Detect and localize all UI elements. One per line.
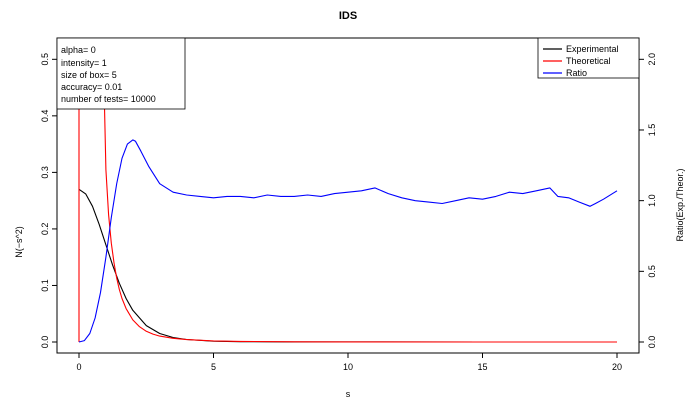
legend-frame	[537, 37, 640, 79]
x-tick-label: 10	[343, 362, 353, 372]
y-tick-label: 0.5	[40, 53, 50, 66]
axes: 0 5 10 15 20 0.0 0.1 0.2 0.3 0.4 0.5 0.0 0.5 1.0 1.5 2.…	[40, 53, 657, 372]
y-tick-label: 0.2	[40, 223, 50, 236]
y-tick-label: 0.3	[40, 166, 50, 179]
legend-label-ratio: Ratio	[566, 68, 587, 78]
info-line: intensity= 1	[61, 58, 107, 68]
info-line: size of box= 5	[61, 70, 117, 80]
y-tick-label: 0.0	[40, 336, 50, 349]
x-tick-label: 5	[211, 362, 216, 372]
y2-tick-label: 1.5	[647, 124, 657, 137]
x-tick-label: 0	[76, 362, 81, 372]
info-line: accuracy= 0.01	[61, 82, 122, 92]
y2-axis-label: Ratio(Exp./Theor.)	[675, 168, 685, 241]
info-box-frame	[56, 37, 186, 110]
x-axis-label: s	[346, 389, 351, 399]
x-tick-label: 15	[477, 362, 487, 372]
y2-tick-label: 1.0	[647, 194, 657, 207]
info-box: alpha= 0 intensity= 1 size of box= 5 acc…	[56, 37, 186, 110]
y2-tick-label: 0.5	[647, 265, 657, 278]
x-tick-label: 20	[612, 362, 622, 372]
y-axis-label: N(−s^2)	[14, 226, 24, 257]
series-line-experimental	[78, 188, 617, 343]
y2-tick-label: 2.0	[647, 53, 657, 66]
legend-label-theoretical: Theoretical	[566, 56, 611, 66]
info-line: alpha= 0	[61, 45, 96, 55]
series-line-theoretical	[102, 47, 617, 343]
series-line-ratio	[78, 139, 618, 343]
legend: Experimental Theoretical Ratio	[537, 37, 640, 79]
y-tick-label: 0.4	[40, 110, 50, 123]
info-line: number of tests= 10000	[61, 94, 156, 104]
legend-label-experimental: Experimental	[566, 44, 619, 54]
y2-tick-label: 0.0	[647, 336, 657, 349]
chart-title: IDS	[339, 10, 357, 22]
y-tick-label: 0.1	[40, 279, 50, 292]
series-lines	[78, 38, 618, 343]
